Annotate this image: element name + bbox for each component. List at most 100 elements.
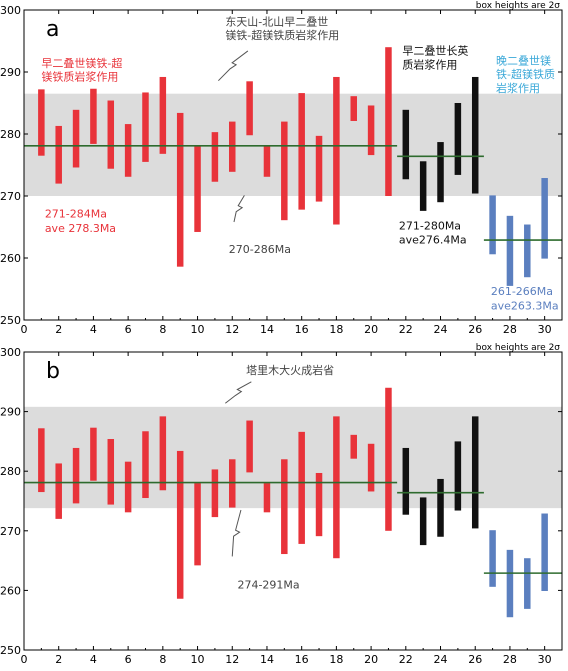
chart-0-panel-label: a <box>46 17 59 42</box>
chart-0-box-0-14 <box>281 121 288 221</box>
chart-0-box-0-13 <box>263 146 271 177</box>
chart-0-box-0-20 <box>385 47 392 197</box>
chart-0-x-tick-label-3: 6 <box>125 323 132 336</box>
chart-0-box-0-5 <box>124 124 132 177</box>
chart-1-box-0-10 <box>211 469 219 518</box>
chart-1-panel: 0 2 4 6 8 10 12 14 16 18 20 22 24 26 28 302502602702802… <box>0 343 563 666</box>
chart-1-squiggle-1 <box>231 509 242 557</box>
chart-0-box-0-19 <box>367 105 375 156</box>
chart-1-y-tick-label-2: 270 <box>0 525 21 538</box>
chart-1-box-2-2 <box>524 558 531 609</box>
chart-1-x-tick-label-3: 6 <box>125 653 132 666</box>
chart-1-box-0-8 <box>176 450 184 599</box>
chart-0-box-0-4 <box>107 100 115 169</box>
chart-1-x-tick-label-8: 16 <box>295 653 309 666</box>
chart-0-annotation-8: 质岩浆作用 <box>402 57 457 71</box>
chart-0-box-1-0 <box>402 109 410 180</box>
chart-0-box-0-3 <box>90 88 97 144</box>
chart-1-box-0-20 <box>385 387 392 531</box>
chart-1-x-tick-label-12: 24 <box>434 653 448 666</box>
chart-0-x-tick-label-7: 14 <box>260 323 274 336</box>
chart-0-box-1-4 <box>471 76 479 194</box>
chart-1-x-tick-label-0: 0 <box>21 653 28 666</box>
chart-0-annotation-9: 271-280Ma <box>399 219 461 232</box>
chart-0-box-0-16 <box>315 135 323 202</box>
chart-1-box-0-1 <box>55 463 62 519</box>
chart-0-annotation-2: 271-284Ma <box>45 208 107 221</box>
chart-1-x-tick-label-14: 28 <box>503 653 517 666</box>
chart-1-x-tick-label-7: 14 <box>260 653 274 666</box>
chart-1-frame <box>23 351 563 651</box>
chart-0-x-tick-label-5: 10 <box>191 323 205 336</box>
chart-0-x-tick-label-10: 20 <box>364 323 378 336</box>
chart-1-y-tick-label-5: 300 <box>0 346 21 359</box>
chart-0-box-0-10 <box>211 132 219 182</box>
chart-1-box-0-16 <box>315 472 323 537</box>
chart-1-box-0-4 <box>107 439 115 505</box>
chart-1-box-0-11 <box>229 459 236 508</box>
chart-1-x-tick-label-10: 20 <box>364 653 378 666</box>
chart-1-box-2-0 <box>489 530 496 587</box>
chart-0-panel: 0 2 4 6 8 10 12 14 16 18 20 22 24 26 28 302502602702802… <box>0 1 563 336</box>
chart-0-annotation-10: ave276.4Ma <box>399 234 467 247</box>
chart-0-squiggle-0 <box>218 50 249 82</box>
chart-0-box-0-11 <box>229 121 236 172</box>
chart-0-x-tick-label-13: 26 <box>468 323 482 336</box>
chart-0-box-0-18 <box>350 96 357 121</box>
chart-0-annotation-15: ave263.3Ma <box>491 299 559 312</box>
chart-0-annotation-0: 早二叠世镁铁-超 <box>41 56 122 70</box>
chart-0-x-tick-label-9: 18 <box>329 323 343 336</box>
chart-0-box-0-7 <box>159 76 167 154</box>
chart-1-box-1-0 <box>402 447 410 515</box>
chart-0-note: box heights are 2σ <box>476 1 561 11</box>
chart-0-box-0-17 <box>333 76 340 225</box>
chart-1-box-0-2 <box>72 447 80 504</box>
chart-1-panel-label: b <box>46 359 60 384</box>
chart-0-x-tick-label-14: 28 <box>503 323 517 336</box>
chart-0-box-0-12 <box>246 81 253 136</box>
chart-0-squiggle-1 <box>233 195 245 223</box>
chart-1-x-tick-label-6: 12 <box>225 653 239 666</box>
chart-0-y-tick-label-2: 270 <box>0 190 21 203</box>
chart-1-box-0-18 <box>350 434 357 459</box>
chart-1-x-tick-label-13: 26 <box>468 653 482 666</box>
chart-1-squiggle-0 <box>225 381 252 404</box>
chart-1-box-0-14 <box>281 459 288 555</box>
chart-1-x-tick-label-9: 18 <box>329 653 343 666</box>
chart-0-box-2-0 <box>489 195 496 255</box>
chart-0-box-0-0 <box>38 89 45 156</box>
chart-1-box-0-9 <box>194 483 201 566</box>
chart-1-x-tick-label-2: 4 <box>90 653 97 666</box>
chart-0-shaded-band <box>24 93 562 196</box>
chart-0-box-1-3 <box>454 103 462 175</box>
chart-0-y-tick-label-5: 300 <box>0 4 21 17</box>
chart-0-frame <box>23 9 563 321</box>
chart-1-box-2-3 <box>541 513 548 591</box>
chart-1-y-tick-label-1: 260 <box>0 584 21 597</box>
chart-0-box-0-8 <box>176 112 184 267</box>
chart-1-x-tick-label-15: 30 <box>538 653 552 666</box>
chart-0-y-tick-label-0: 250 <box>0 314 21 327</box>
chart-0-annotation-3: ave 278.3Ma <box>45 222 116 235</box>
chart-0-x-tick-label-15: 30 <box>538 323 552 336</box>
chart-0-annotation-6: 270-286Ma <box>229 243 291 256</box>
chart-0-x-tick-label-8: 16 <box>295 323 309 336</box>
chart-1-box-1-3 <box>454 441 462 511</box>
chart-0-x-tick-label-4: 8 <box>159 323 166 336</box>
chart-0-x-tick-label-0: 0 <box>21 323 28 336</box>
chart-1-box-0-0 <box>38 428 45 493</box>
chart-1-box-0-7 <box>159 416 167 491</box>
chart-0-box-0-6 <box>142 92 149 162</box>
chart-0-annotation-12: 铁-超镁铁质 <box>496 67 555 81</box>
chart-0-annotation-4: 东天山-北山早二叠世 <box>225 16 328 29</box>
chart-0-box-0-2 <box>72 109 80 168</box>
chart-0-box-1-2 <box>437 142 444 203</box>
chart-1-box-1-1 <box>419 497 427 546</box>
chart-1-box-0-13 <box>263 483 271 513</box>
chart-0-annotation-5: 镁铁-超镁铁质岩浆作用 <box>225 28 339 42</box>
chart-0-box-0-15 <box>298 93 305 210</box>
chart-0-x-tick-label-1: 2 <box>55 323 62 336</box>
chart-0-box-1-1 <box>419 161 427 211</box>
